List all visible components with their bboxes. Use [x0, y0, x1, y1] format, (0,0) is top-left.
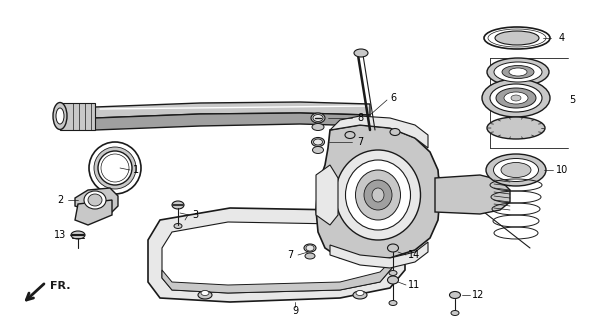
Ellipse shape — [313, 115, 323, 122]
Text: 9: 9 — [292, 306, 298, 316]
Ellipse shape — [172, 201, 184, 209]
Ellipse shape — [311, 113, 325, 123]
Ellipse shape — [89, 142, 141, 194]
Polygon shape — [75, 188, 118, 214]
Ellipse shape — [495, 31, 539, 45]
Ellipse shape — [389, 270, 397, 276]
Ellipse shape — [487, 117, 545, 139]
Ellipse shape — [198, 291, 212, 299]
Ellipse shape — [364, 180, 392, 210]
Text: 13: 13 — [54, 230, 66, 240]
Polygon shape — [95, 102, 370, 118]
Text: 2: 2 — [57, 195, 63, 205]
Ellipse shape — [511, 95, 521, 101]
Ellipse shape — [490, 84, 542, 112]
Ellipse shape — [484, 27, 550, 49]
Text: 7: 7 — [287, 250, 293, 260]
Text: 7: 7 — [357, 137, 363, 147]
Ellipse shape — [449, 292, 461, 299]
Polygon shape — [148, 208, 405, 302]
Polygon shape — [330, 116, 428, 148]
Text: 4: 4 — [559, 33, 565, 43]
Ellipse shape — [88, 194, 102, 206]
Polygon shape — [162, 222, 392, 293]
Text: 12: 12 — [472, 290, 484, 300]
Polygon shape — [330, 242, 428, 268]
Ellipse shape — [390, 129, 400, 135]
Ellipse shape — [387, 276, 398, 284]
Ellipse shape — [487, 58, 549, 86]
Ellipse shape — [84, 191, 106, 209]
Ellipse shape — [496, 88, 536, 108]
Polygon shape — [60, 103, 95, 130]
Ellipse shape — [387, 244, 398, 252]
Ellipse shape — [53, 102, 67, 130]
Ellipse shape — [509, 68, 527, 76]
Polygon shape — [95, 113, 370, 130]
Text: 8: 8 — [357, 113, 363, 123]
Text: 6: 6 — [390, 93, 396, 103]
Ellipse shape — [306, 245, 314, 251]
Ellipse shape — [201, 291, 209, 295]
Ellipse shape — [345, 132, 355, 139]
Polygon shape — [316, 125, 440, 260]
Ellipse shape — [71, 231, 85, 239]
Ellipse shape — [353, 291, 367, 299]
Ellipse shape — [346, 160, 410, 230]
Ellipse shape — [101, 154, 129, 182]
Ellipse shape — [304, 244, 316, 252]
Ellipse shape — [493, 158, 538, 181]
Text: 5: 5 — [569, 95, 575, 105]
Ellipse shape — [502, 66, 534, 78]
Ellipse shape — [174, 223, 182, 228]
Text: 14: 14 — [408, 250, 420, 260]
Polygon shape — [316, 165, 338, 225]
Ellipse shape — [354, 49, 368, 57]
Polygon shape — [162, 260, 392, 293]
Ellipse shape — [311, 138, 324, 147]
Ellipse shape — [451, 310, 459, 316]
Ellipse shape — [389, 300, 397, 306]
Ellipse shape — [98, 151, 132, 185]
Ellipse shape — [94, 147, 136, 189]
Ellipse shape — [314, 139, 323, 145]
Ellipse shape — [336, 150, 420, 240]
Ellipse shape — [312, 124, 324, 131]
Ellipse shape — [372, 188, 384, 202]
Text: 1: 1 — [133, 165, 139, 175]
Text: 3: 3 — [192, 210, 198, 220]
Ellipse shape — [355, 170, 400, 220]
Polygon shape — [75, 200, 112, 225]
Ellipse shape — [356, 291, 364, 295]
Polygon shape — [435, 175, 510, 214]
Text: 11: 11 — [408, 280, 420, 290]
Ellipse shape — [313, 147, 324, 154]
Ellipse shape — [501, 163, 531, 178]
Ellipse shape — [305, 253, 315, 259]
Ellipse shape — [504, 92, 528, 104]
Ellipse shape — [486, 154, 546, 186]
Text: FR.: FR. — [50, 281, 71, 291]
Ellipse shape — [482, 79, 550, 117]
Ellipse shape — [494, 62, 542, 82]
Text: 10: 10 — [556, 165, 568, 175]
Ellipse shape — [56, 108, 64, 124]
